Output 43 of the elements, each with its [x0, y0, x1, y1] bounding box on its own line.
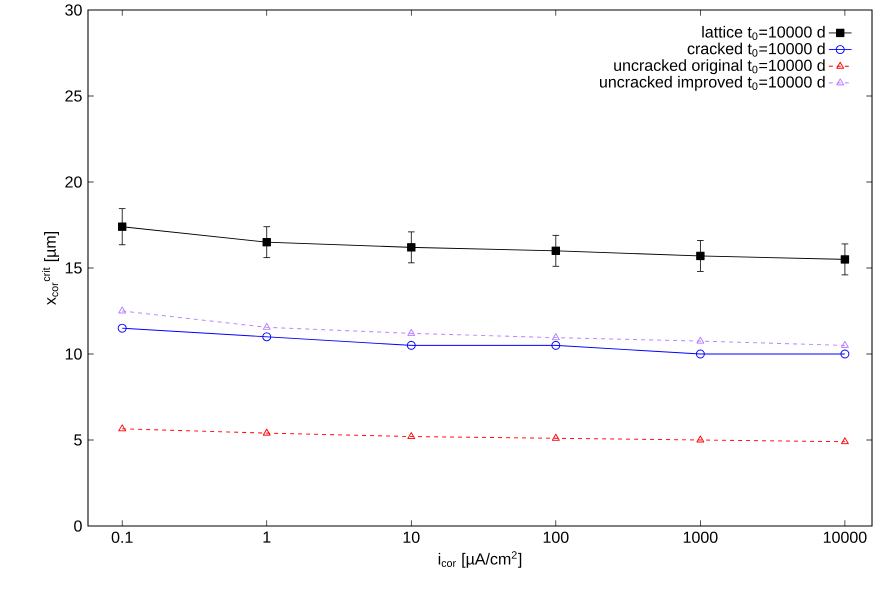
point	[262, 332, 272, 342]
y-axis-title: x$_{cor}$$^{crit}$ [µm]	[42, 232, 60, 305]
x-tick-label: 1	[264, 532, 270, 543]
point	[552, 246, 560, 255]
x-tick-label: 100	[544, 532, 569, 543]
x-tick-label: 1000	[684, 532, 718, 543]
point	[407, 243, 416, 252]
point	[551, 340, 560, 350]
point	[406, 340, 416, 350]
point	[696, 350, 705, 358]
y-tick-label: 15	[66, 262, 82, 274]
point	[840, 437, 849, 444]
y-tick-label: 0	[74, 520, 82, 532]
point	[840, 255, 850, 264]
x-tick-label: 10	[404, 532, 420, 543]
point	[696, 252, 705, 260]
point	[840, 350, 850, 358]
legend-label: uncracked original t$_{0}$=10000 d	[614, 59, 825, 74]
y-tick-label: 30	[65, 4, 82, 16]
point	[262, 238, 271, 246]
y-tick-label: 25	[65, 90, 82, 102]
point	[407, 328, 416, 336]
point	[696, 336, 704, 344]
y-tick-label: 5	[74, 434, 82, 446]
point	[118, 324, 127, 333]
x-tick-label: 0.1	[112, 532, 133, 543]
legend-label: uncracked improved t$_{0}$=10000 d	[600, 76, 825, 91]
point	[262, 428, 271, 436]
x-axis-title: i$_{cor}$ [µA/cm$^{2}$]	[438, 551, 522, 568]
x-tick-label: 10000	[824, 532, 867, 543]
point	[118, 424, 126, 432]
point	[262, 322, 271, 330]
legend-label: cracked t$_{0}$=10000 d	[688, 42, 825, 57]
legend-label: lattice t$_{0}$=10000 d	[702, 26, 825, 40]
y-tick-label: 10	[66, 348, 82, 360]
point	[118, 222, 126, 231]
point	[696, 436, 704, 442]
point	[407, 432, 416, 440]
y-tick-label: 20	[65, 176, 82, 188]
point	[118, 306, 126, 314]
point	[552, 333, 560, 340]
point	[840, 340, 849, 348]
point	[552, 434, 560, 441]
